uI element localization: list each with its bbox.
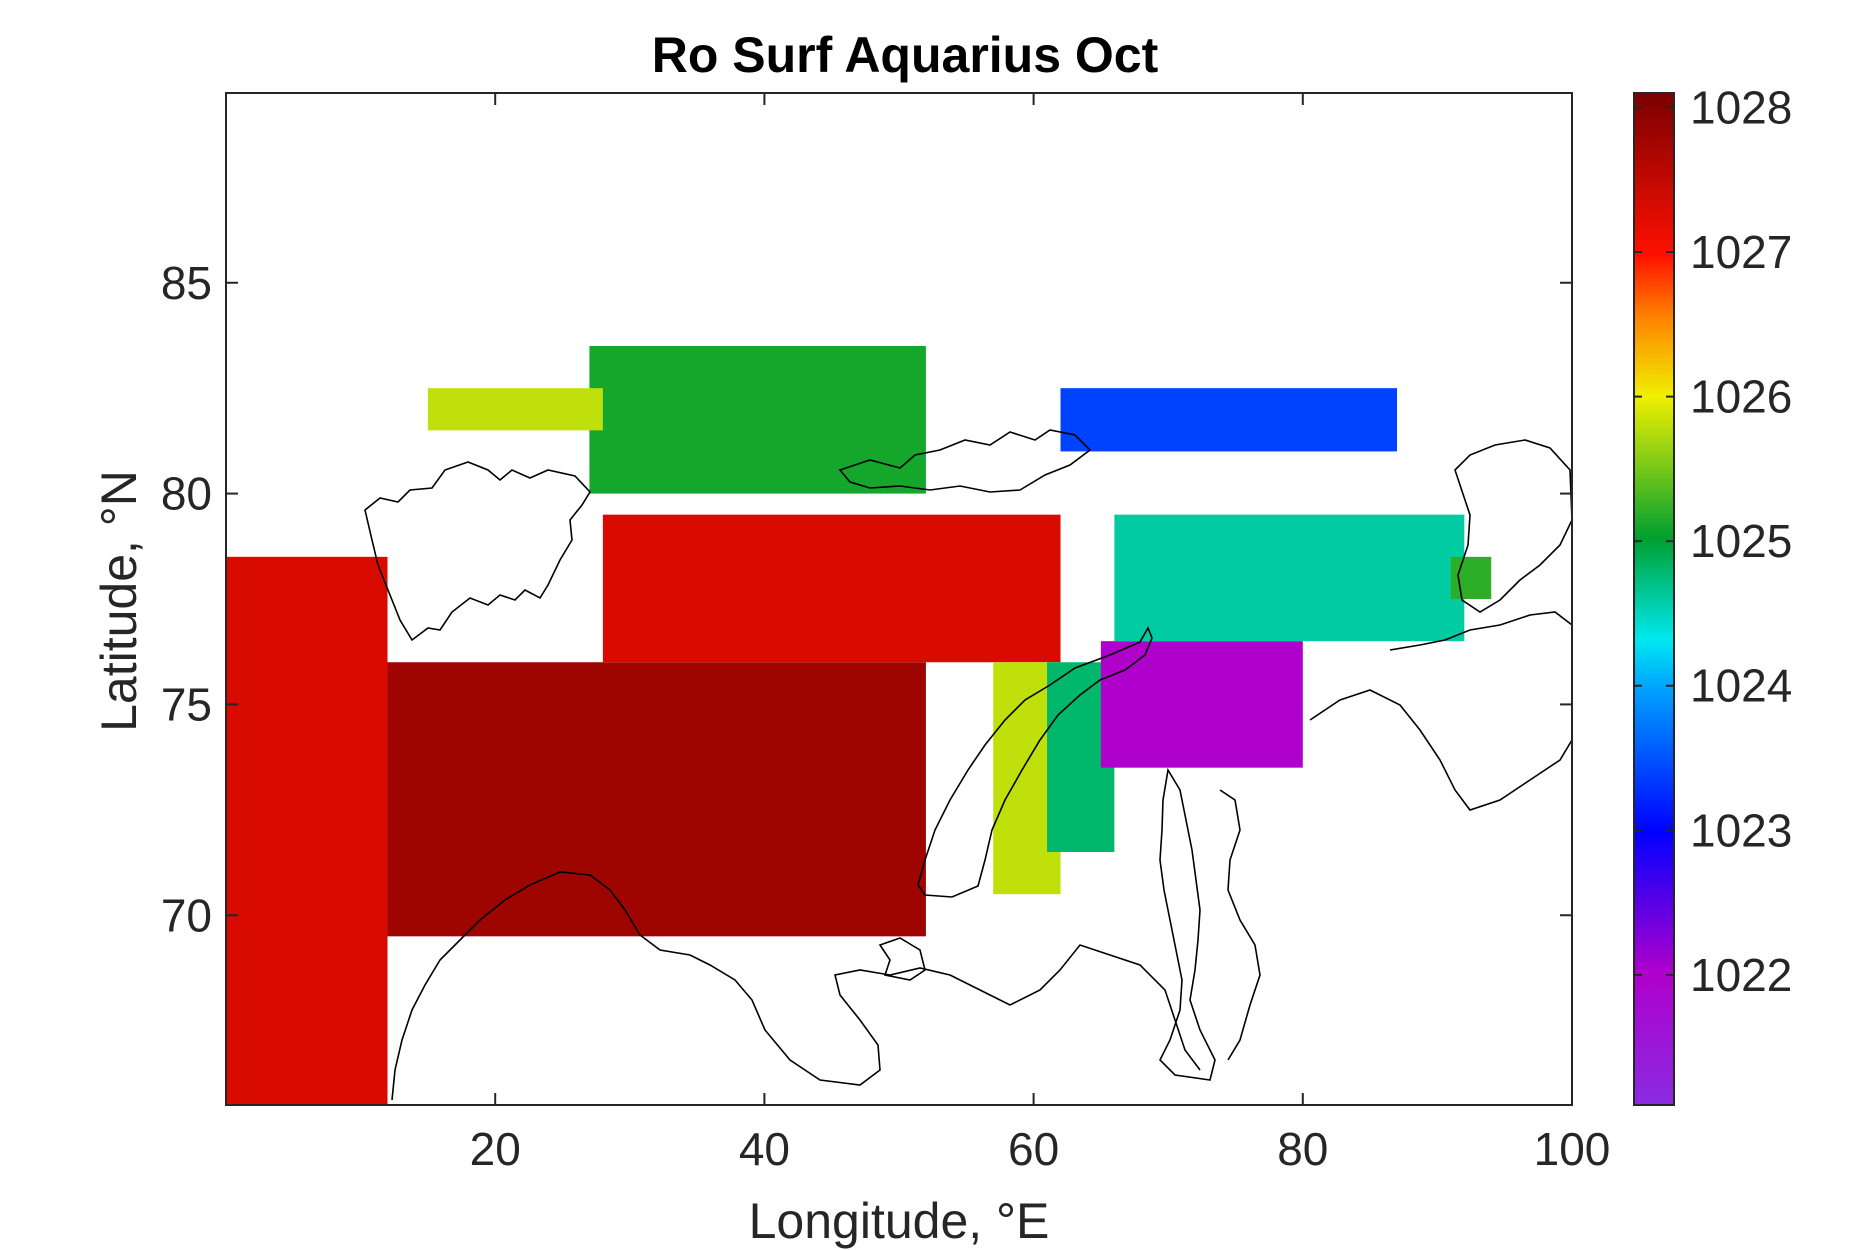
coastline-outlines [364, 429, 1573, 1101]
data-region-nansen-basin-west [427, 388, 603, 431]
plot-area [226, 93, 1573, 1105]
data-region-kara-sea-north [1114, 514, 1465, 642]
x-tick-label: 20 [470, 1123, 521, 1175]
x-tick-label: 100 [1534, 1123, 1611, 1175]
x-tick-label: 40 [739, 1123, 790, 1175]
yamal-coastline [1159, 767, 1216, 1081]
colorbar-tick-label: 1023 [1690, 804, 1792, 856]
colorbar-tick-label: 1028 [1690, 81, 1792, 133]
severnaya-zemlya-coastline [1454, 439, 1573, 613]
svalbard-coastline [364, 461, 592, 642]
y-tick-label: 85 [161, 257, 212, 309]
data-region-kara-sea-central [1100, 641, 1303, 768]
data-regions [226, 346, 1492, 1105]
x-axis-label: Longitude, °E [749, 1193, 1050, 1249]
y-axis-label: Latitude, °N [91, 470, 147, 732]
data-region-barents-sea-north [602, 514, 1061, 663]
norway-coastline [391, 871, 1201, 1101]
colorbar-tick-label: 1027 [1690, 226, 1792, 278]
data-region-barents-sea-south [387, 662, 926, 937]
colorbar-ticks: 1022 1023 1024 1025 1026 1027 1028 [1634, 81, 1792, 1001]
y-tick-label: 80 [161, 468, 212, 520]
data-region-laptev-sea-edge [1450, 556, 1492, 599]
novaya-zemlya-coastline [917, 626, 1153, 898]
colorbar-tick-label: 1026 [1690, 371, 1792, 423]
x-tick-label: 80 [1277, 1123, 1328, 1175]
kola-white-sea-coastline [878, 937, 926, 981]
data-region-franz-josef-land-north [1060, 388, 1398, 452]
y-tick-label: 75 [161, 678, 212, 730]
colorbar: 1022 1023 1024 1025 1026 1027 1028 [1633, 81, 1792, 1106]
gydan-coastline [1219, 789, 1261, 1061]
siberian-islands-coastline [1389, 611, 1573, 651]
y-axis: 70 75 80 85 [161, 257, 1572, 941]
colorbar-gradient [1633, 92, 1675, 1106]
colorbar-tick-label: 1022 [1690, 949, 1792, 1001]
x-axis: 20 40 60 80 100 [470, 93, 1611, 1175]
franz-josef-land-coastline [838, 429, 1092, 493]
taymyr-coastline [1309, 689, 1573, 811]
plot-frame [225, 92, 1573, 1106]
x-tick-label: 60 [1008, 1123, 1059, 1175]
chart-title: Ro Surf Aquarius Oct [652, 27, 1159, 83]
colorbar-tick-label: 1024 [1690, 660, 1792, 712]
colorbar-tick-label: 1025 [1690, 515, 1792, 567]
y-tick-label: 70 [161, 889, 212, 941]
data-region-barents-shelf-break-north [589, 346, 926, 494]
data-region-norwegian-sea [226, 556, 388, 1105]
